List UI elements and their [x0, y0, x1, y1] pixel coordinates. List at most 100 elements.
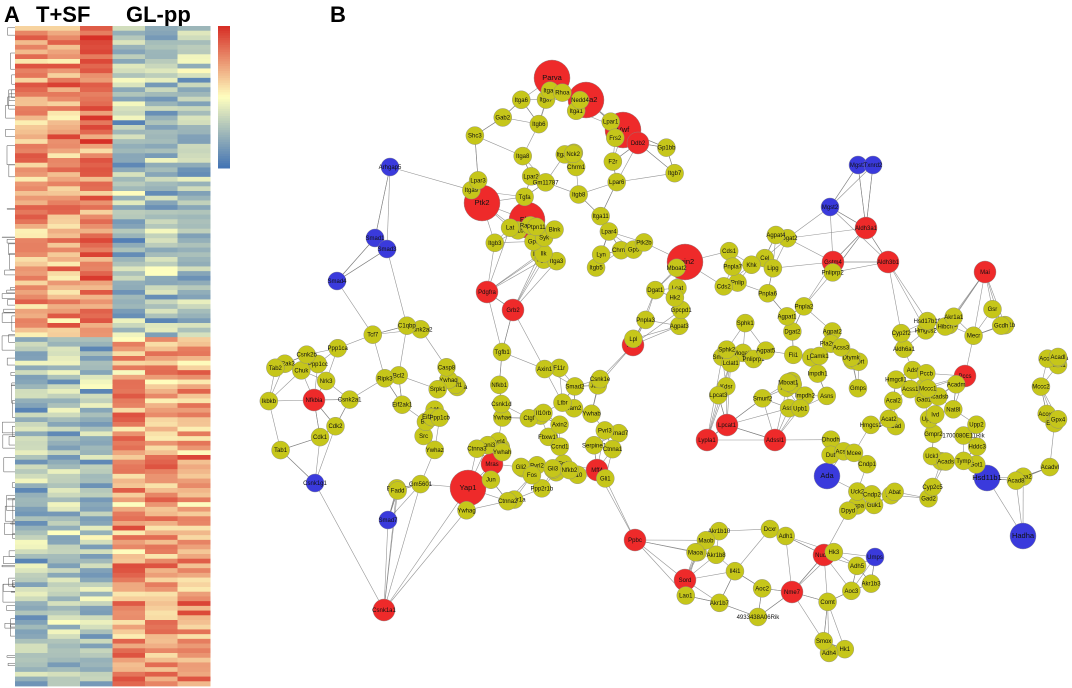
heatmap-cell: [80, 214, 113, 220]
heatmap-cell: [145, 162, 178, 168]
heatmap-cell: [15, 653, 48, 659]
heatmap-cell: [145, 483, 178, 489]
heatmap-cell: [112, 431, 146, 437]
heatmap-cell: [145, 648, 178, 654]
network-node-label: Lpin2: [676, 257, 694, 266]
colorbar-segment: [218, 104, 230, 107]
network-node-label: Gsr: [988, 307, 998, 313]
heatmap-cell: [177, 337, 211, 343]
heatmap-cell: [80, 473, 113, 479]
network-node-label: Dgat1: [647, 288, 664, 294]
heatmap-cell: [15, 308, 48, 314]
heatmap-cell: [177, 610, 211, 616]
heatmap-cell: [145, 54, 178, 60]
heatmap-cell: [47, 638, 81, 644]
network-node: [879, 409, 899, 429]
heatmap-cell: [47, 422, 81, 428]
heatmap-cell: [80, 681, 113, 687]
heatmap-cell: [47, 327, 81, 333]
heatmap-cell: [80, 629, 113, 635]
heatmap-cell: [15, 49, 48, 55]
network-node-label: Syk: [539, 236, 550, 242]
heatmap-cell: [15, 205, 48, 211]
heatmap-cell: [112, 610, 146, 616]
network-node-label: Akr1a1: [944, 315, 964, 321]
heatmap-cell: [47, 143, 81, 149]
network-node: [657, 138, 676, 157]
heatmap-cell: [145, 209, 178, 215]
network-node: [550, 437, 570, 456]
heatmap-cell: [47, 629, 81, 635]
heatmap-cell: [47, 572, 81, 578]
colorbar-segment: [218, 144, 230, 148]
network-node-label: Gmps: [850, 386, 866, 392]
heatmap-cell: [145, 115, 178, 121]
network-node-label: 4933438A06Rik: [737, 615, 781, 621]
dendrogram-branch: [6, 145, 15, 165]
colorbar-segment: [218, 61, 230, 65]
network-node-label: Gm5601: [409, 482, 433, 488]
heatmap-cell: [112, 629, 146, 635]
network-node-label: Csnk2a1: [338, 398, 362, 404]
heatmap-cell: [112, 582, 146, 588]
heatmap-cell: [47, 450, 81, 456]
heatmap-cell: [80, 63, 113, 69]
network-node-label: Ass1: [782, 406, 796, 412]
network-node-label: Csnk1a1: [372, 608, 396, 614]
heatmap-cell: [145, 398, 178, 404]
heatmap-cell: [145, 624, 178, 630]
network-node-label: Aldh3b1: [877, 260, 900, 266]
heatmap-cell: [47, 568, 81, 574]
network-node-label: Pnlip: [731, 281, 745, 287]
heatmap-cell: [112, 370, 146, 376]
heatmap-cell: [112, 290, 146, 296]
heatmap-cell: [112, 167, 146, 173]
heatmap-cell: [112, 412, 146, 418]
heatmap-cell: [112, 82, 146, 88]
network-node-label: Upp2: [969, 423, 984, 429]
heatmap-cell: [47, 82, 81, 88]
heatmap-cell: [177, 403, 211, 409]
network-node-label: Acadl: [1050, 355, 1065, 361]
heatmap-cell: [80, 620, 113, 626]
heatmap-cell: [145, 261, 178, 267]
dendrogram-branch: [12, 520, 15, 535]
heatmap-cell: [47, 115, 81, 121]
heatmap-cell: [80, 610, 113, 616]
heatmap-cell: [112, 554, 146, 560]
network-node-label: Blnk: [549, 228, 562, 234]
network-node: [363, 325, 382, 344]
heatmap-cell: [80, 596, 113, 602]
network-node: [310, 427, 330, 447]
heatmap-cell: [15, 506, 48, 512]
heatmap-cell: [112, 242, 146, 248]
heatmap-cell: [177, 473, 211, 479]
heatmap-cell: [80, 624, 113, 630]
network-node: [1031, 377, 1051, 396]
heatmap-cell: [112, 341, 146, 347]
heatmap-cell: [177, 266, 211, 272]
network-node-label: Ltbr: [557, 401, 567, 407]
network-node: [944, 400, 963, 419]
heatmap-cell: [15, 398, 48, 404]
network-edge: [389, 166, 472, 191]
heatmap-cell: [145, 549, 178, 555]
heatmap-cell: [80, 238, 113, 244]
network-node: [392, 395, 412, 414]
dendrogram-branch: [9, 252, 15, 270]
network-node-label: Lat: [506, 226, 515, 232]
heatmap-cell: [15, 582, 48, 588]
network-node-label: Chrm2: [612, 248, 631, 254]
heatmap-cell: [80, 106, 113, 112]
heatmap-cell: [47, 59, 81, 65]
heatmap-cell: [80, 266, 113, 272]
network-node-label: Itga8: [516, 154, 530, 160]
network-node-label: Smurf2: [753, 396, 773, 402]
network-node-label: Ctgf: [523, 416, 534, 422]
colorbar-segment: [218, 158, 230, 162]
heatmap-cell: [112, 35, 146, 41]
heatmap-cell: [47, 643, 81, 649]
heatmap-cell: [145, 271, 178, 277]
network-node-label: Jun: [486, 478, 496, 484]
heatmap-cell: [112, 624, 146, 630]
